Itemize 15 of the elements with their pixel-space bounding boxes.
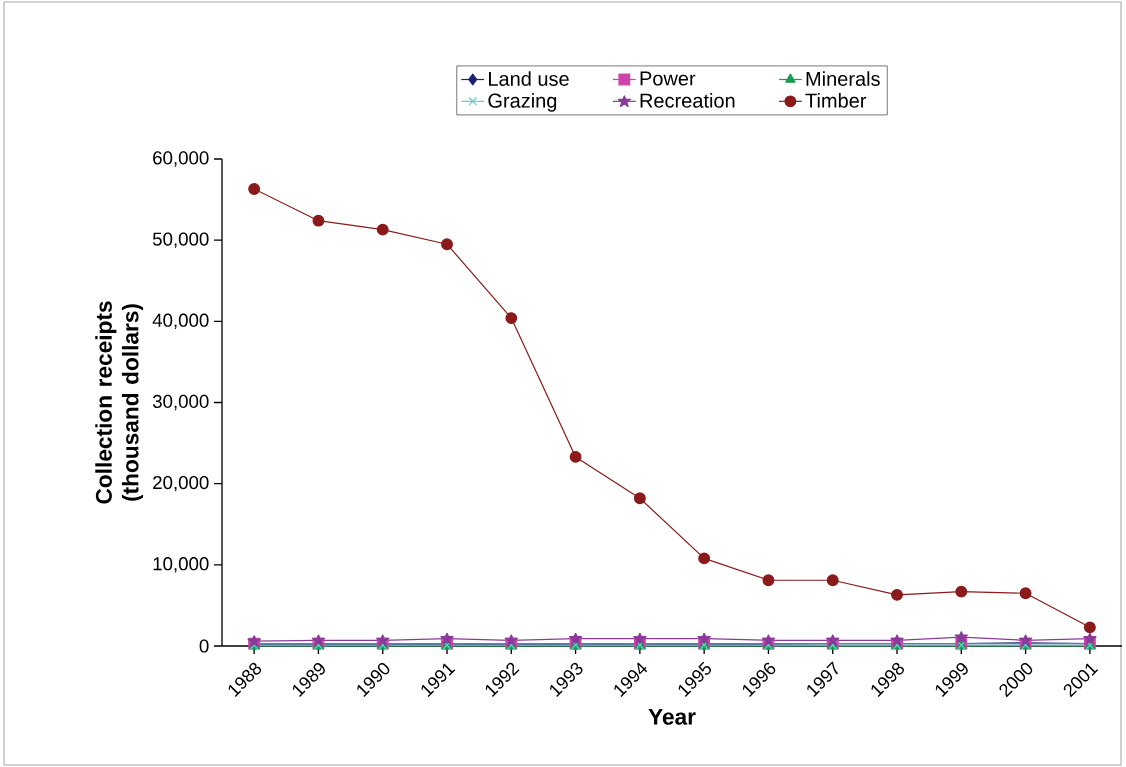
legend-label: Land use <box>489 71 569 86</box>
y-tick-label: 30,000 <box>152 394 209 411</box>
y-tick-label: 0 <box>199 639 209 653</box>
legend-label: Grazing <box>488 93 557 112</box>
y-tick-label: 60,000 <box>153 151 209 167</box>
y-tick-label: 10,000 <box>153 557 209 573</box>
y-tick-label: 40,000 <box>152 313 209 330</box>
x-axis-title: Year <box>648 708 696 725</box>
y-axis-title: Collection receipts (thousand dollars) <box>95 301 144 504</box>
legend-label: Timber <box>805 93 867 108</box>
y-tick-label: 20,000 <box>153 475 209 492</box>
legend-label: Minerals <box>806 71 880 86</box>
legend-label: Recreation <box>640 93 735 108</box>
y-tick-label: 50,000 <box>152 232 209 248</box>
legend-label: Power <box>640 71 696 86</box>
